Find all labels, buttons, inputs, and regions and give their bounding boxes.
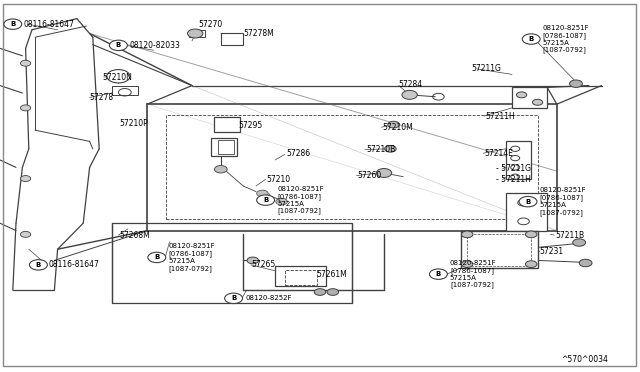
Text: B: B (263, 197, 268, 203)
Circle shape (579, 259, 592, 267)
Text: ^570^0034: ^570^0034 (561, 355, 608, 364)
Text: 57210B: 57210B (366, 145, 396, 154)
Text: 57210N: 57210N (102, 73, 132, 81)
Text: 08120-8251F
[0786-1087]
57215A
[1087-0792]: 08120-8251F [0786-1087] 57215A [1087-079… (543, 25, 589, 53)
Text: 57278M: 57278M (243, 29, 274, 38)
Bar (275, 266, 326, 286)
Circle shape (516, 92, 527, 98)
Circle shape (573, 239, 586, 246)
Bar (506, 193, 547, 231)
Circle shape (525, 231, 537, 238)
Bar (218, 140, 234, 154)
Circle shape (461, 231, 473, 238)
Circle shape (532, 99, 543, 105)
Circle shape (225, 293, 243, 304)
Text: B: B (154, 254, 159, 260)
Circle shape (20, 176, 31, 182)
Text: B: B (529, 36, 534, 42)
Text: 08120-8251F
[0786-1087]
57215A
[1087-0792]: 08120-8251F [0786-1087] 57215A [1087-079… (277, 186, 324, 214)
Circle shape (388, 121, 399, 128)
Text: 57210: 57210 (266, 175, 291, 184)
Text: 08120-8252F: 08120-8252F (245, 295, 292, 301)
Circle shape (20, 231, 31, 237)
Text: 08120-8251F
[0786-1087]
57215A
[1087-0792]: 08120-8251F [0786-1087] 57215A [1087-079… (168, 243, 215, 272)
Text: 57270: 57270 (198, 20, 223, 29)
Circle shape (257, 195, 275, 205)
Bar (112, 86, 138, 95)
Circle shape (247, 257, 259, 264)
Text: 57211B: 57211B (556, 231, 585, 240)
Text: 08120-82033: 08120-82033 (129, 41, 180, 50)
Text: 57286: 57286 (286, 149, 310, 158)
Text: 57284: 57284 (399, 80, 423, 89)
Text: 57231: 57231 (540, 247, 564, 256)
Circle shape (276, 198, 287, 205)
Circle shape (29, 260, 47, 270)
Circle shape (214, 166, 227, 173)
Text: B: B (231, 295, 236, 301)
Circle shape (327, 289, 339, 295)
Text: 57295: 57295 (238, 121, 262, 130)
Circle shape (461, 261, 473, 267)
Circle shape (148, 252, 166, 263)
Circle shape (402, 90, 417, 99)
Circle shape (109, 40, 127, 51)
Circle shape (525, 261, 537, 267)
Circle shape (107, 70, 130, 83)
Circle shape (4, 19, 22, 29)
Text: - 57211H: - 57211H (496, 175, 531, 184)
Circle shape (385, 145, 396, 152)
Text: 08116-81647: 08116-81647 (49, 260, 99, 269)
Bar (189, 30, 205, 37)
Text: 08116-81647: 08116-81647 (23, 20, 74, 29)
Bar (214, 117, 240, 132)
Circle shape (429, 269, 447, 279)
Text: B: B (10, 21, 15, 27)
Text: 57210P: 57210P (120, 119, 148, 128)
Text: 57211H: 57211H (485, 112, 515, 121)
Text: 57265: 57265 (251, 260, 275, 269)
Circle shape (20, 105, 31, 111)
Bar (461, 231, 538, 268)
Text: B: B (436, 271, 441, 277)
Text: 57260: 57260 (357, 171, 381, 180)
Bar (467, 234, 531, 266)
Text: B: B (116, 42, 121, 48)
Bar (166, 115, 538, 219)
Circle shape (188, 29, 203, 38)
Circle shape (522, 34, 540, 44)
Circle shape (570, 80, 582, 87)
Text: B: B (36, 262, 41, 268)
Bar (506, 141, 531, 179)
Circle shape (20, 60, 31, 66)
Text: 57211G: 57211G (472, 64, 502, 73)
Bar (112, 223, 352, 303)
Bar (512, 87, 547, 108)
Circle shape (257, 190, 268, 197)
Text: 08120-8251F
[0786-1087]
57215A
[1087-0792]: 08120-8251F [0786-1087] 57215A [1087-079… (450, 260, 497, 288)
Text: 08120-8251F
[0786-1087]
57215A
[1087-0792]: 08120-8251F [0786-1087] 57215A [1087-079… (540, 187, 586, 216)
Text: B: B (525, 199, 531, 205)
Text: - 57211G: - 57211G (496, 164, 531, 173)
Text: 57278: 57278 (90, 93, 114, 102)
Circle shape (314, 289, 326, 295)
Circle shape (376, 169, 392, 177)
Bar (285, 270, 317, 285)
Text: 57268M: 57268M (120, 231, 150, 240)
Text: 57214E: 57214E (484, 149, 513, 158)
Text: 57261M: 57261M (316, 270, 347, 279)
Bar (211, 138, 237, 156)
Circle shape (519, 196, 537, 207)
Bar (221, 33, 243, 45)
Text: 57210M: 57210M (382, 123, 413, 132)
